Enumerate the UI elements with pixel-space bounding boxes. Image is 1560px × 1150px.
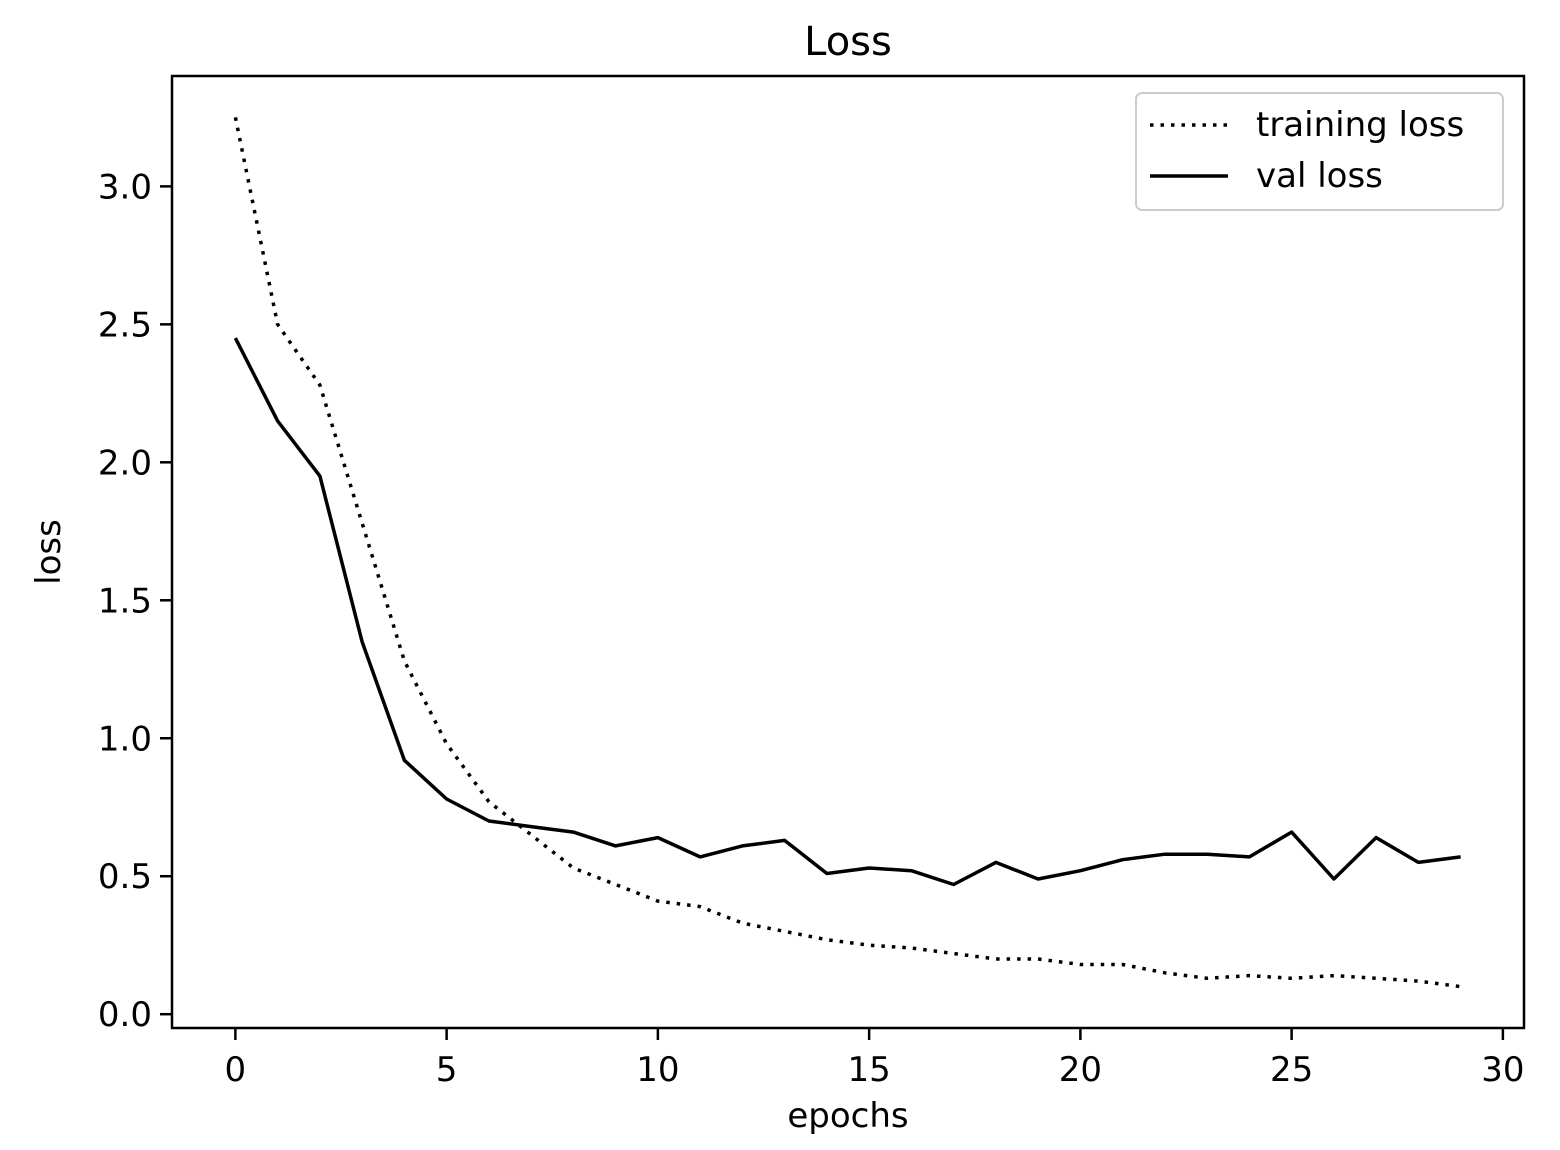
x-tick-label: 20 (1059, 1050, 1102, 1090)
y-tick-label: 3.0 (98, 167, 152, 207)
legend-box (1135, 92, 1504, 211)
y-axis-label: loss (29, 519, 69, 585)
x-axis: 0 5 10 15 20 25 30 (225, 1028, 1525, 1090)
y-tick-label: 2.5 (98, 305, 152, 345)
x-tick-label: 0 (225, 1050, 247, 1090)
legend-label-val-loss: val loss (1256, 156, 1383, 196)
x-tick-label: 25 (1270, 1050, 1313, 1090)
legend: training loss val loss (1135, 92, 1504, 211)
x-axis-label: epochs (787, 1096, 908, 1136)
x-tick-label: 15 (847, 1050, 890, 1090)
x-tick-label: 10 (636, 1050, 679, 1090)
plot-area (170, 74, 1526, 1030)
plot-frame (170, 74, 1526, 1030)
series-line-val-loss (233, 337, 1461, 887)
y-tick-label: 0.0 (98, 995, 152, 1035)
x-tick-label: 30 (1481, 1050, 1524, 1090)
chart-title: Loss (804, 19, 892, 65)
legend-label-training-loss: training loss (1256, 105, 1464, 145)
y-tick-label: 0.5 (98, 857, 152, 897)
y-tick-label: 2.0 (98, 443, 152, 483)
y-tick-label: 1.0 (98, 719, 152, 759)
x-tick-label: 5 (436, 1050, 458, 1090)
y-axis: 0.0 0.5 1.0 1.5 2.0 2.5 3.0 (98, 167, 172, 1035)
y-tick-label: 1.5 (98, 581, 152, 621)
series-layer (233, 117, 1461, 989)
series-line-training-loss (233, 117, 1461, 989)
